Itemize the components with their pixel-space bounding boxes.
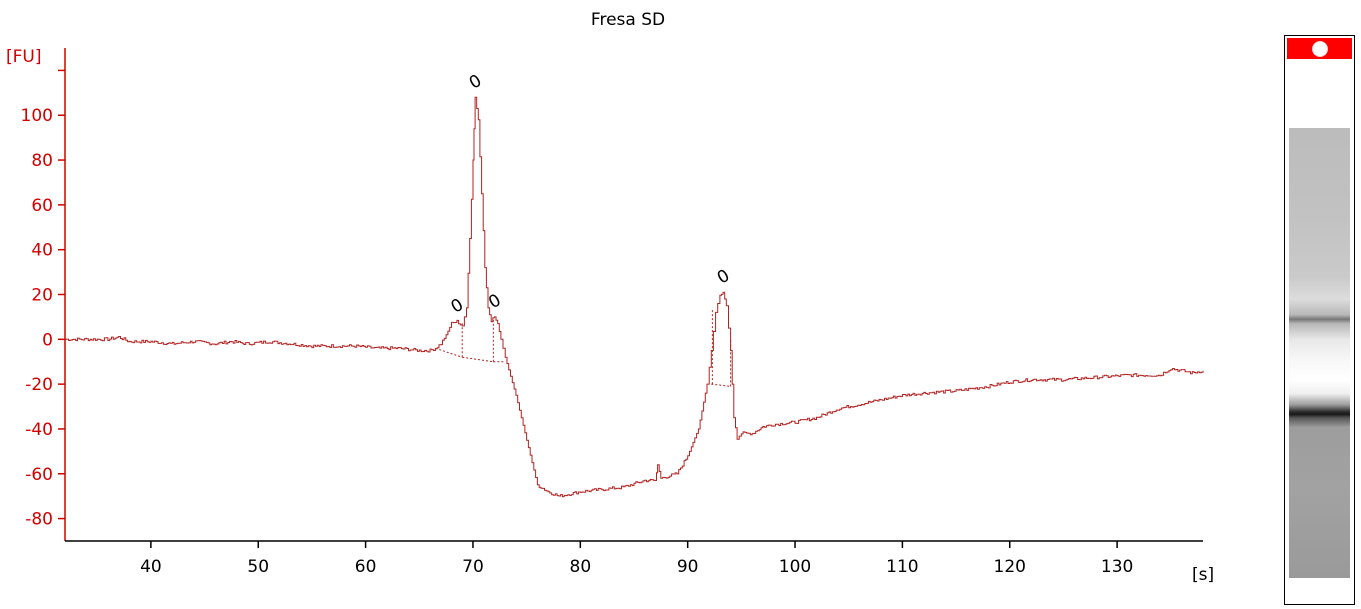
series-line	[65, 96, 1204, 498]
y-tick-label: -40	[25, 420, 53, 440]
y-tick-label: 60	[31, 196, 53, 216]
x-tick-label: 50	[247, 557, 269, 577]
peak-label: 0	[714, 266, 733, 289]
x-tick-label: 100	[779, 557, 811, 577]
peak-label: 0	[448, 295, 467, 318]
peak-label: 0	[466, 71, 485, 94]
x-tick-label: 40	[140, 557, 162, 577]
y-tick-label: 100	[21, 106, 53, 126]
x-tick-label: 120	[994, 557, 1026, 577]
y-tick-label: 20	[31, 286, 53, 306]
peak-baseline	[711, 383, 731, 387]
series-group	[65, 96, 1204, 498]
x-tick-label: 130	[1101, 557, 1133, 577]
axes: 100 80 60 40 20 0 -20 -40 -60 -80 40 50 60 70 80 90 100 1…	[21, 48, 1203, 577]
y-tick-label: 80	[31, 151, 53, 171]
gel-marker-band	[1287, 38, 1352, 59]
x-tick-label: 60	[355, 557, 377, 577]
y-tick-label: -80	[25, 510, 53, 530]
x-tick-label: 110	[886, 557, 918, 577]
y-tick-label: 0	[42, 330, 53, 350]
y-tick-label: -20	[25, 375, 53, 395]
electropherogram-chart: Fresa SD [FU] [s] 100 80 60 40 20 0 -20 -40 -60 -…	[6, 10, 1214, 585]
gel-lane	[1289, 128, 1350, 578]
gel-image	[1284, 35, 1355, 605]
x-tick-label: 90	[677, 557, 699, 577]
peak-baselines	[435, 310, 732, 387]
gel-marker-dot	[1312, 41, 1327, 56]
x-tick-label: 70	[462, 557, 484, 577]
y-tick-label: -60	[25, 465, 53, 485]
peak-baseline	[435, 347, 463, 358]
x-axis-label: [s]	[1192, 565, 1214, 585]
y-axis-label: [FU]	[6, 47, 42, 67]
chart-title: Fresa SD	[591, 10, 665, 30]
peak-label: 0	[485, 290, 504, 313]
peak-baseline	[462, 356, 494, 363]
y-tick-label: 40	[31, 241, 53, 261]
x-tick-label: 80	[570, 557, 592, 577]
